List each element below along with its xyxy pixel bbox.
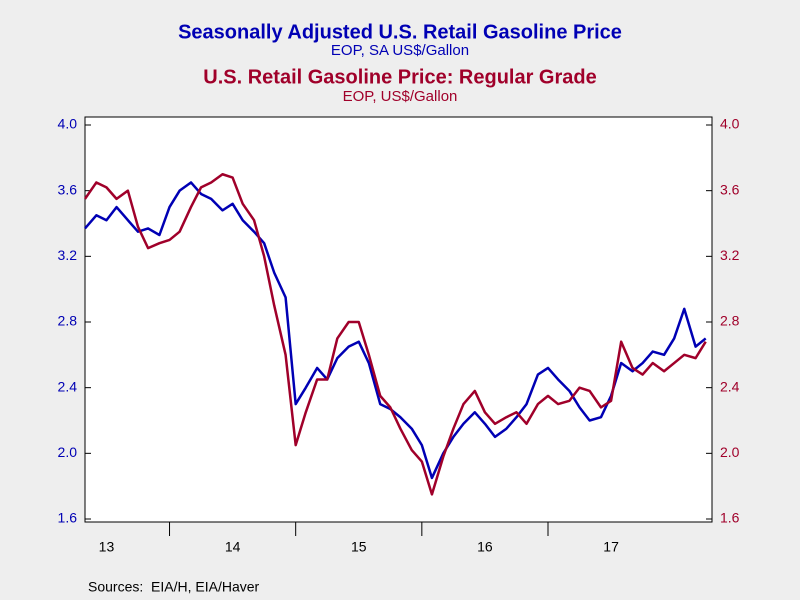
y2-tick-label: 2.8 (720, 313, 740, 329)
series-subtitle: EOP, SA US$/Gallon (331, 42, 469, 59)
y2-tick-label: 2.4 (720, 378, 740, 394)
y2-tick-label: 3.2 (720, 247, 740, 263)
x-tick-label: 14 (225, 539, 241, 555)
x-tick-label: 16 (477, 539, 493, 555)
y-tick-label: 2.8 (58, 313, 78, 329)
y-tick-label: 2.4 (58, 378, 78, 394)
x-tick-label: 15 (351, 539, 367, 555)
y-tick-label: 3.6 (58, 181, 78, 197)
y2-tick-label: 3.6 (720, 181, 740, 197)
series-line (83, 173, 707, 496)
source-note: Sources: EIA/H, EIA/Haver (88, 579, 260, 595)
y-tick-label: 1.6 (58, 510, 78, 526)
y-tick-label: 4.0 (58, 116, 78, 132)
y2-tick-label: 2.0 (720, 444, 740, 460)
series-line (84, 181, 707, 480)
x-tick-label: 17 (603, 539, 619, 555)
series-subtitle: EOP, US$/Gallon (343, 88, 458, 105)
x-tick-label: 13 (99, 539, 115, 555)
plot-area (84, 116, 713, 523)
series-title: U.S. Retail Gasoline Price: Regular Grad… (203, 66, 596, 88)
y-tick-label: 3.2 (58, 247, 78, 263)
series-title: Seasonally Adjusted U.S. Retail Gasoline… (178, 21, 622, 43)
y2-tick-label: 1.6 (720, 510, 740, 526)
y2-tick-label: 4.0 (720, 116, 740, 132)
y-tick-label: 2.0 (58, 444, 78, 460)
